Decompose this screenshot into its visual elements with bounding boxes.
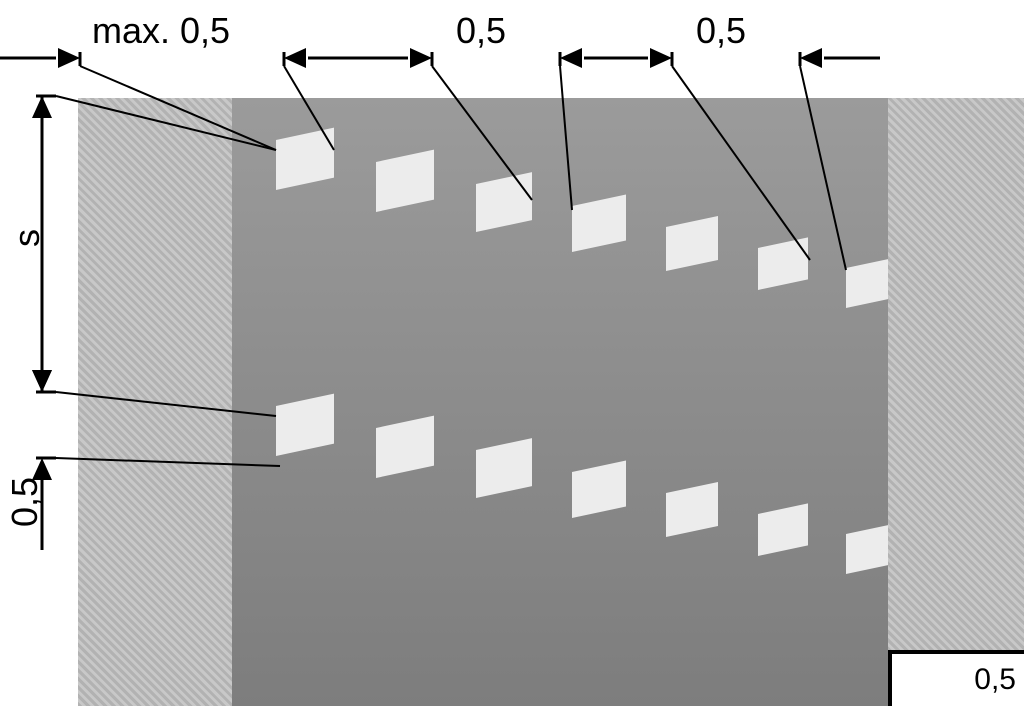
dim-label-0-5: 0,5 [456, 10, 506, 52]
dim-label-max-0-5: max. 0,5 [92, 10, 230, 52]
density-box: 0,5 m²/mb [888, 650, 1024, 706]
density-label: 0,5 m²/mb [931, 663, 1016, 706]
dim-label-0-5-vertical: 0,5 [4, 472, 44, 532]
dim-label-0-5: 0,5 [696, 10, 746, 52]
dimension-overlay [0, 0, 1024, 706]
dim-label-s: s [6, 220, 46, 256]
